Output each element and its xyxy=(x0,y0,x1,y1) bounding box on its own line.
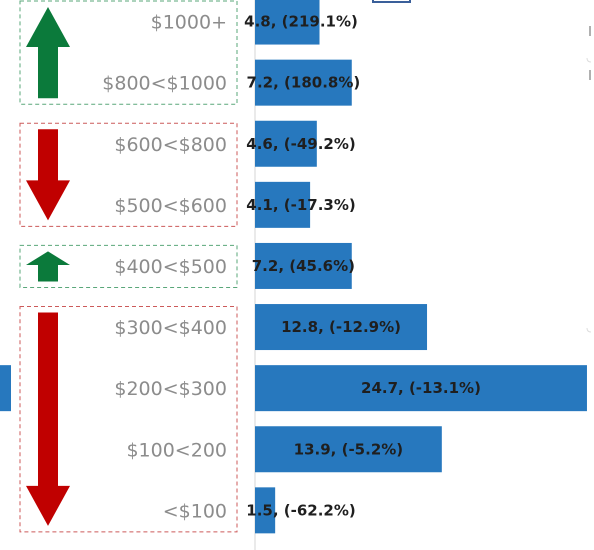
up-arrow-icon-1 xyxy=(26,7,70,99)
category-label-100lt200: $100<200 xyxy=(126,439,227,461)
category-label-lt100: <$100 xyxy=(163,500,227,522)
down-arrow-icon-4 xyxy=(26,312,70,526)
cropped-marker-fragment-1 xyxy=(589,26,591,36)
data-label-500lt600: 4.1, (-17.3%) xyxy=(246,196,355,214)
category-label-400lt500: $400<$500 xyxy=(114,256,227,278)
bar-300lt400 xyxy=(255,304,428,351)
category-label-1000plus: $1000+ xyxy=(151,12,227,34)
bar-100lt200 xyxy=(255,426,442,473)
group-box-3 xyxy=(19,244,238,288)
data-label-600lt800: 4.6, (-49.2%) xyxy=(246,135,355,153)
cropped-bracket-fragment xyxy=(372,0,411,3)
category-label-500lt600: $500<$600 xyxy=(114,195,227,217)
bar-lt100 xyxy=(255,487,276,534)
group-box-2 xyxy=(19,122,238,227)
category-label-600lt800: $600<$800 xyxy=(114,134,227,156)
bar-200lt300 xyxy=(255,365,587,412)
data-label-300lt400: 12.8, (-12.9%) xyxy=(281,318,401,336)
group-box-4 xyxy=(19,306,238,533)
group-box-1 xyxy=(19,0,238,105)
data-label-100lt200: 13.9, (-5.2%) xyxy=(294,440,403,458)
bar-400lt500 xyxy=(255,242,352,289)
data-label-200lt300: 24.7, (-13.1%) xyxy=(361,379,481,397)
bar-600lt800 xyxy=(255,120,317,167)
category-label-200lt300: $200<$300 xyxy=(114,378,227,400)
up-arrow-icon-3 xyxy=(26,251,70,282)
data-label-lt100: 1.5, (-62.2%) xyxy=(246,501,355,519)
data-label-1000plus: 4.8, (219.1%) xyxy=(244,13,358,31)
bar-1000plus xyxy=(255,0,320,45)
category-label-800lt1000: $800<$1000 xyxy=(102,73,227,95)
cropped-bar-fragment xyxy=(0,365,11,412)
data-label-400lt500: 7.2, (45.6%) xyxy=(252,257,355,275)
bar-500lt600 xyxy=(255,181,311,228)
down-arrow-icon-2 xyxy=(26,129,70,221)
category-label-300lt400: $300<$400 xyxy=(114,317,227,339)
cropped-marker-fragment-2 xyxy=(589,70,591,80)
data-label-800lt1000: 7.2, (180.8%) xyxy=(247,74,361,92)
cropped-panel-corners xyxy=(586,57,592,333)
bar-800lt1000 xyxy=(255,59,352,106)
